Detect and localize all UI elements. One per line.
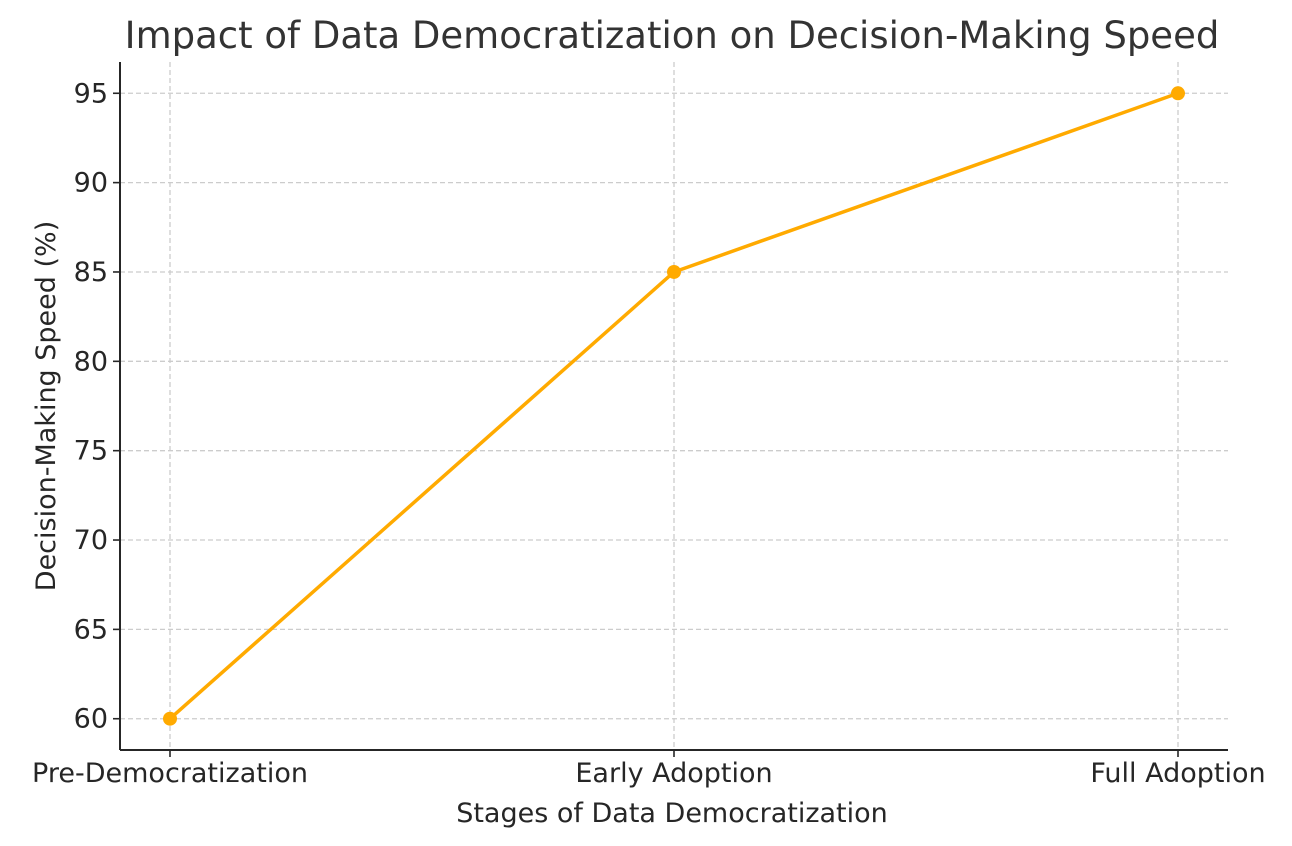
x-tick-label: Early Adoption — [575, 758, 772, 789]
y-tick-label: 65 — [74, 614, 108, 645]
data-point — [667, 264, 681, 279]
x-tick-label: Full Adoption — [1090, 758, 1265, 789]
y-tick-label: 85 — [74, 257, 108, 288]
series-layer — [163, 86, 1185, 726]
x-tick-label: Pre-Democratization — [32, 758, 308, 789]
axis-spines — [119, 62, 1228, 751]
y-tick-label: 70 — [74, 525, 108, 556]
chart-title: Impact of Data Democratization on Decisi… — [125, 14, 1220, 57]
grid-lines — [120, 62, 1228, 750]
data-point — [163, 711, 177, 726]
y-tick-label: 60 — [74, 704, 108, 735]
y-tick-label: 75 — [74, 436, 108, 467]
y-axis-label: Decision-Making Speed (%) — [31, 221, 62, 591]
data-point — [1171, 86, 1185, 101]
y-tick-label: 90 — [74, 168, 108, 199]
y-tick-label: 95 — [74, 78, 108, 109]
axis-ticks: 60 65 70 75 80 85 90 95 Pre-Democratization Early… — [32, 78, 1266, 789]
x-axis-label: Stages of Data Democratization — [456, 798, 888, 829]
y-tick-label: 80 — [74, 346, 108, 377]
